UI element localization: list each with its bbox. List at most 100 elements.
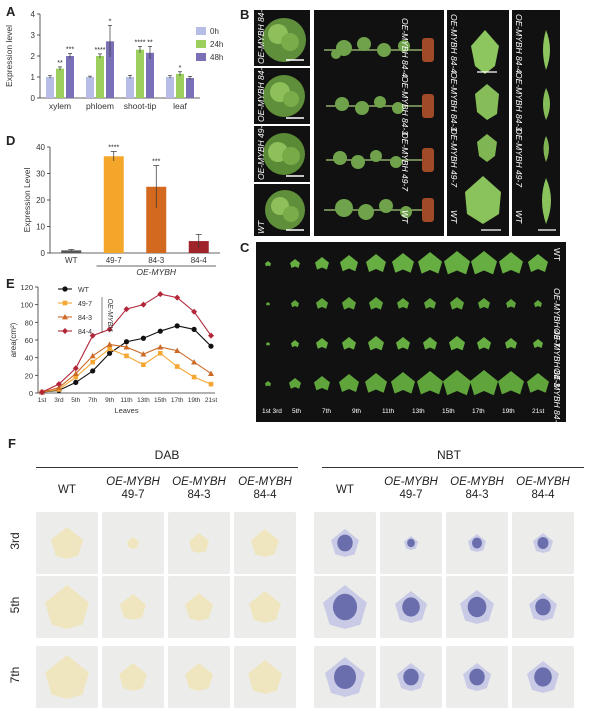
f-column-header-line2: 84-4 [253, 489, 277, 501]
significance-label: *** [66, 46, 74, 53]
f-column-header: OE-MYBH 49-7 [376, 476, 446, 502]
x-tick-label: leaf [173, 101, 187, 111]
f-column-header: OE-MYBH 84-3 [164, 476, 234, 502]
leaf-shape [478, 298, 490, 309]
y-tick-label: 100 [20, 301, 33, 310]
stained-leaf-icon [248, 660, 282, 694]
panel-e-line-chart: 0 20 40 60 80 100 120 1st 3rd 5th 7th 9th 11th 13th 15… [9, 283, 217, 415]
stained-leaf-icon [404, 536, 418, 550]
data-point [73, 379, 79, 385]
leaf-shape [368, 336, 384, 351]
leaf-shape [45, 655, 89, 699]
data-point [191, 308, 198, 315]
b-small-label: WT [256, 220, 266, 234]
leaf-shape [289, 378, 301, 389]
panel-label-d: D [6, 133, 16, 148]
f-nbt-title: NBT [437, 448, 461, 462]
c-leaf-position-labels: 1st 3rd 5th 7th 9th 11th 13th 15th 17th 19th 21st [256, 408, 566, 420]
b-small-label: OE-MYBH 84-3 [256, 68, 266, 122]
data-point [157, 344, 164, 350]
f-column-header: OE-MYBH 84-4 [508, 476, 578, 502]
leaf-shape [265, 261, 271, 267]
data-point [107, 346, 112, 352]
c-leaf-position-label: 11th [382, 408, 395, 415]
f-dab-leaf-image [102, 646, 164, 708]
stained-leaf-icon [185, 593, 213, 621]
y-tick-label: 4 [31, 10, 36, 19]
bar [56, 68, 64, 98]
data-point [208, 381, 214, 387]
legend-swatch [196, 53, 206, 61]
f-nbt-rule [322, 467, 584, 468]
stained-leaf-icon [127, 537, 139, 549]
y-axis-title: Expression level [4, 25, 14, 87]
data-point [191, 374, 197, 380]
f-dab-rule [36, 467, 298, 468]
x-tick-label: 11th [120, 397, 133, 404]
stained-leaf-icon [251, 529, 279, 557]
group-label: OE-MYBH [136, 267, 177, 275]
leaf-shape [450, 297, 464, 310]
data-point [124, 353, 129, 359]
leaf-shape [291, 340, 299, 348]
data-point [106, 341, 113, 347]
y-tick-label: 2 [31, 52, 36, 61]
leaf-shape [314, 376, 330, 391]
data-point [191, 326, 197, 332]
bar [136, 49, 144, 98]
bar [186, 78, 194, 98]
b-rosette-photo-843: OE-MYBH 84-3 [254, 68, 310, 124]
x-tick-label: phloem [86, 101, 114, 111]
panel-d-bar-chart: 0 10 20 30 40 Expression Level WT **** 49-7 *** 84… [22, 143, 220, 275]
leaf-shape [392, 253, 414, 273]
bar [146, 52, 154, 98]
stain-spot [332, 593, 358, 621]
f-column-header: WT [32, 484, 102, 497]
leaf-shape [251, 529, 279, 557]
b-side-label: OE-MYBH 84-4 [514, 14, 524, 74]
panel-label-c: C [240, 240, 250, 255]
leaf-shape [528, 254, 548, 272]
leaf-shape [396, 337, 410, 350]
x-tick-label: 1st [38, 397, 47, 404]
c-leaf-position-label: 19th [502, 408, 515, 415]
panel-label-e: E [6, 276, 15, 291]
stain-spot [537, 537, 549, 549]
leaf-shape [498, 371, 524, 395]
leaf-shape [119, 663, 147, 691]
data-point [89, 352, 96, 359]
data-point [174, 364, 180, 369]
f-dab-title: DAB [154, 448, 180, 462]
leaf-shape [45, 585, 89, 629]
bar [86, 77, 94, 98]
y-tick-label: 80 [25, 318, 33, 327]
y-tick-label: 1 [31, 73, 36, 82]
f-column-header-line2: 84-4 [531, 489, 555, 501]
f-nbt-leaf-image [512, 512, 574, 574]
stained-leaf-icon [189, 533, 209, 553]
leaf-shape [127, 537, 139, 549]
data-point [89, 332, 96, 339]
y-tick-label: 20 [25, 371, 33, 380]
stain-spot [402, 597, 420, 617]
f-column-header: OE-MYBH 84-4 [230, 476, 300, 502]
x-tick-label: 17th [171, 397, 184, 404]
f-column-header: WT [310, 484, 380, 497]
c-row-label: WT [552, 248, 562, 262]
data-point [123, 339, 130, 345]
data-point [62, 300, 68, 306]
c-leaf-position-label: 1st 3rd [262, 408, 282, 415]
legend-label: WT [78, 287, 90, 294]
legend-label: 0h [210, 27, 219, 36]
leaf-shape [533, 339, 543, 348]
data-point [123, 344, 130, 350]
stain-spot [534, 667, 552, 687]
data-point [174, 323, 180, 329]
stained-leaf-icon [119, 663, 147, 691]
panel-label-f: F [8, 436, 16, 451]
leaf-shape [266, 342, 270, 346]
leaf-shape [444, 251, 470, 275]
stained-leaf-icon [460, 590, 494, 624]
f-nbt-leaf-image [314, 646, 376, 708]
